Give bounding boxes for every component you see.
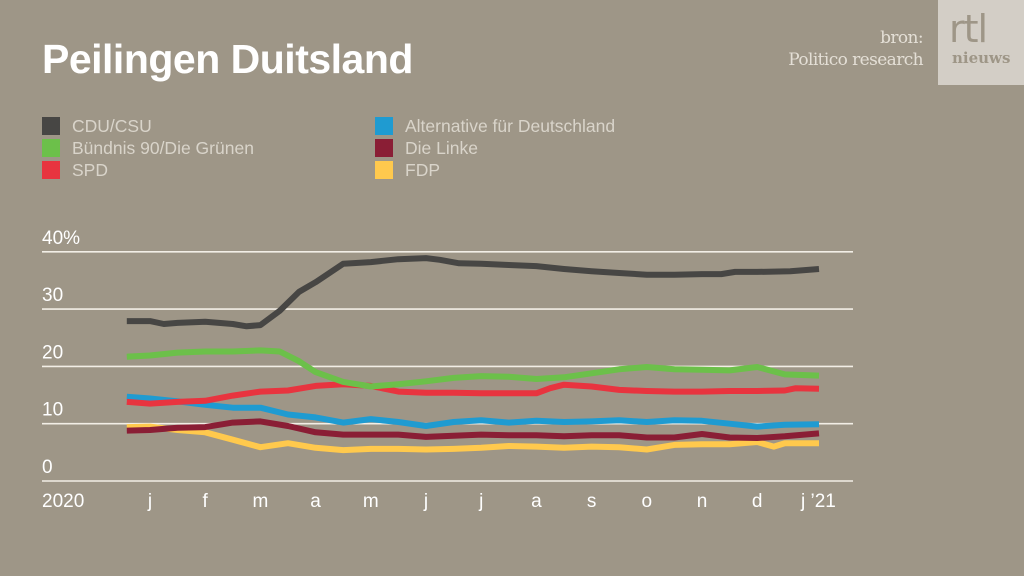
x-tick-label: n: [697, 491, 708, 512]
legend-label: Alternative für Deutschland: [405, 115, 616, 136]
legend-swatch: [375, 161, 393, 179]
x-tick-label: o: [642, 491, 653, 512]
series-line-fdp: [126, 423, 819, 454]
x-axis-year-label: 2020: [42, 491, 84, 512]
logo-rtl-text: rtl: [949, 7, 988, 51]
x-tick-label: m: [252, 491, 268, 512]
legend-label: Die Linke: [405, 137, 478, 158]
legend-swatch: [375, 117, 393, 135]
legend-label: FDP: [405, 159, 440, 180]
x-tick-label: a: [310, 491, 321, 512]
legend-item-gruenen: Bündnis 90/Die Grünen: [42, 137, 254, 159]
legend-item-spd: SPD: [42, 159, 108, 181]
legend-swatch: [42, 161, 60, 179]
y-tick-label: 10: [42, 400, 63, 421]
source-label: bron:: [880, 28, 924, 48]
legend-label: SPD: [72, 159, 108, 180]
legend-item-afd: Alternative für Deutschland: [375, 115, 615, 137]
legend-item-cdu-csu: CDU/CSU: [42, 115, 152, 137]
x-tick-label: a: [531, 491, 542, 512]
series-line-cdu-csu: [126, 255, 820, 330]
page-title: Peilingen Duitsland: [42, 36, 413, 82]
x-tick-label: j ’21: [800, 491, 836, 512]
y-tick-label: 30: [42, 285, 63, 306]
x-tick-label: j: [478, 491, 483, 512]
source-name: Politico research: [788, 50, 923, 70]
x-tick-label: s: [587, 491, 597, 512]
gridlines: [42, 251, 853, 482]
x-tick-label: f: [203, 491, 209, 512]
series-lines: [126, 255, 820, 454]
series-line-spd: [126, 381, 820, 407]
legend-label: Bündnis 90/Die Grünen: [72, 137, 254, 158]
x-tick-label: m: [363, 491, 379, 512]
legend-item-fdp: FDP: [375, 159, 440, 181]
legend-item-linke: Die Linke: [375, 137, 478, 159]
logo-nieuws-text: nieuws: [952, 49, 1011, 67]
x-tick-label: j: [147, 491, 152, 512]
x-tick-label: j: [423, 491, 428, 512]
x-tick-label: d: [752, 491, 763, 512]
source-credit: bron: Politico research: [788, 27, 923, 71]
series-line-alternative-f-r-deutschland: [126, 393, 820, 430]
legend-swatch: [42, 139, 60, 157]
y-tick-label: 40%: [42, 228, 80, 249]
rtl-nieuws-logo: rtl nieuws: [938, 0, 1024, 85]
y-axis-ticks: 0 10 20 30 40%: [42, 228, 80, 478]
chart-legend: CDU/CSU Bündnis 90/Die Grünen SPD Altern…: [42, 115, 682, 185]
legend-label: CDU/CSU: [72, 115, 152, 136]
legend-swatch: [42, 117, 60, 135]
x-axis-ticks: 2020 j f m a m j j a s o n d j ’21: [42, 491, 836, 512]
series-line-b-ndnis-90-die-gr-nen: [126, 347, 820, 390]
y-tick-label: 20: [42, 342, 63, 363]
series-line-die-linke: [126, 418, 820, 441]
legend-swatch: [375, 139, 393, 157]
y-tick-label: 0: [42, 457, 53, 478]
